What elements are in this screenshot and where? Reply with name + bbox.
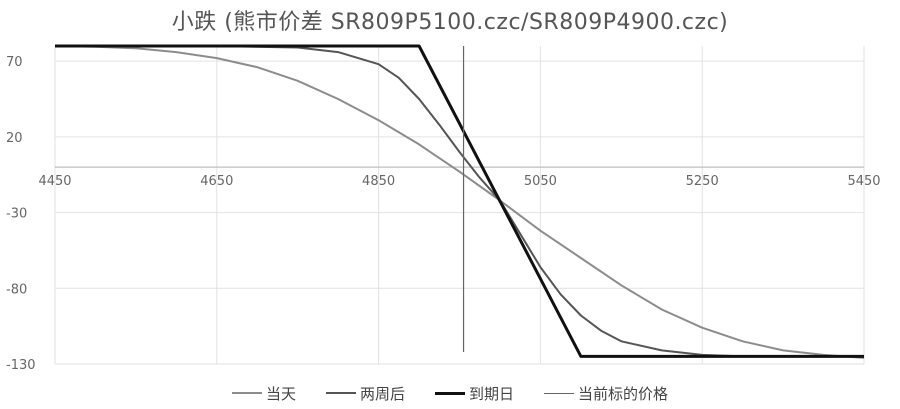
chart-series: [54, 44, 865, 359]
x-tick-label: 5450: [847, 174, 880, 189]
legend-swatch: [435, 391, 465, 395]
x-tick-label: 4850: [362, 174, 395, 189]
y-tick-label: -30: [6, 207, 27, 222]
legend-label: 当前标的价格: [578, 384, 669, 403]
y-tick-label: -80: [6, 282, 27, 297]
chart-title: 小跌 (熊市价差 SR809P5100.czc/SR809P4900.czc): [171, 10, 729, 35]
x-tick-label: 4650: [200, 174, 233, 189]
legend-swatch: [231, 392, 262, 394]
legend-label: 到期日: [469, 384, 515, 403]
y-tick-label: 20: [6, 131, 23, 146]
y-tick-label: 70: [6, 55, 23, 70]
legend-item-3: 到期日: [435, 383, 514, 404]
y-tick-label: -130: [6, 358, 36, 373]
legend-swatch: [325, 392, 356, 394]
x-tick-label: 5050: [524, 174, 557, 189]
x-tick-label: 5250: [686, 174, 719, 189]
x-tick-label: 4450: [38, 174, 71, 189]
legend-item-4: 当前标的价格: [544, 383, 668, 404]
legend-item-1: 当天: [231, 383, 296, 404]
chart-plot: 70 20 -30 -80 -130 4450 4650 4850 5050 5250 5450: [6, 44, 881, 373]
chart-grid: [54, 46, 865, 365]
legend-label: 两周后: [359, 384, 405, 403]
legend-label: 当天: [265, 384, 296, 403]
chart-legend: 当天 两周后 到期日 当前标的价格: [0, 380, 900, 406]
series-line-1: [54, 45, 865, 359]
chart-tick-labels: 70 20 -30 -80 -130 4450 4650 4850 5050 5250 5450: [6, 55, 881, 373]
series-line-3: [55, 44, 864, 358]
legend-swatch: [544, 392, 575, 394]
legend-item-2: 两周后: [325, 383, 405, 404]
series-line-2: [55, 45, 864, 358]
